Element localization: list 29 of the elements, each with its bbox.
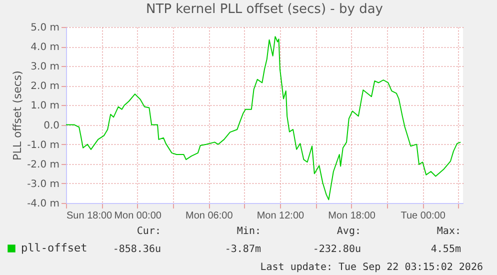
chart-title: NTP kernel PLL offset (secs) - by day [146,2,384,17]
y-axis-title: PLL offset (secs) [11,70,24,160]
text: Min: [236,226,261,237]
text: 4.55m [430,244,461,255]
y-tick-label: 5.0 m [30,22,60,34]
text: -858.36u [112,244,161,255]
text: -3.87m [224,244,261,255]
x-tick-label: Mon 18:00 [328,210,376,222]
legend-label: pll-offset [21,242,88,254]
y-tick-label: -1.0 m [27,140,60,151]
text: Cur: [136,226,161,237]
text: Avg: [336,226,361,237]
y-tick-label: -4.0 m [27,198,60,210]
x-tick-label: Mon 12:00 [256,210,305,222]
y-tick-label: -2.0 m [27,159,60,170]
y-tick-label: 1.0 m [30,100,60,112]
y-tick-label: 0.0 [44,120,60,132]
text: Last update: Tue Sep 22 03:15:02 2026 [260,262,483,273]
x-tick-label: Mon 06:00 [186,210,234,222]
y-tick-label: 3.0 m [30,62,60,73]
x-tick-label: Mon 00:00 [114,210,162,222]
y-tick-label: -3.0 m [27,178,60,190]
text: Max: [436,226,461,237]
text: -232.80u [312,244,361,255]
y-tick-label: 4.0 m [30,42,60,54]
y-tick-label: 2.0 m [30,81,60,92]
x-tick-label: Sun 18:00 [66,210,113,222]
line-series [66,36,462,200]
x-tick-label: Tue 00:00 [400,210,446,222]
